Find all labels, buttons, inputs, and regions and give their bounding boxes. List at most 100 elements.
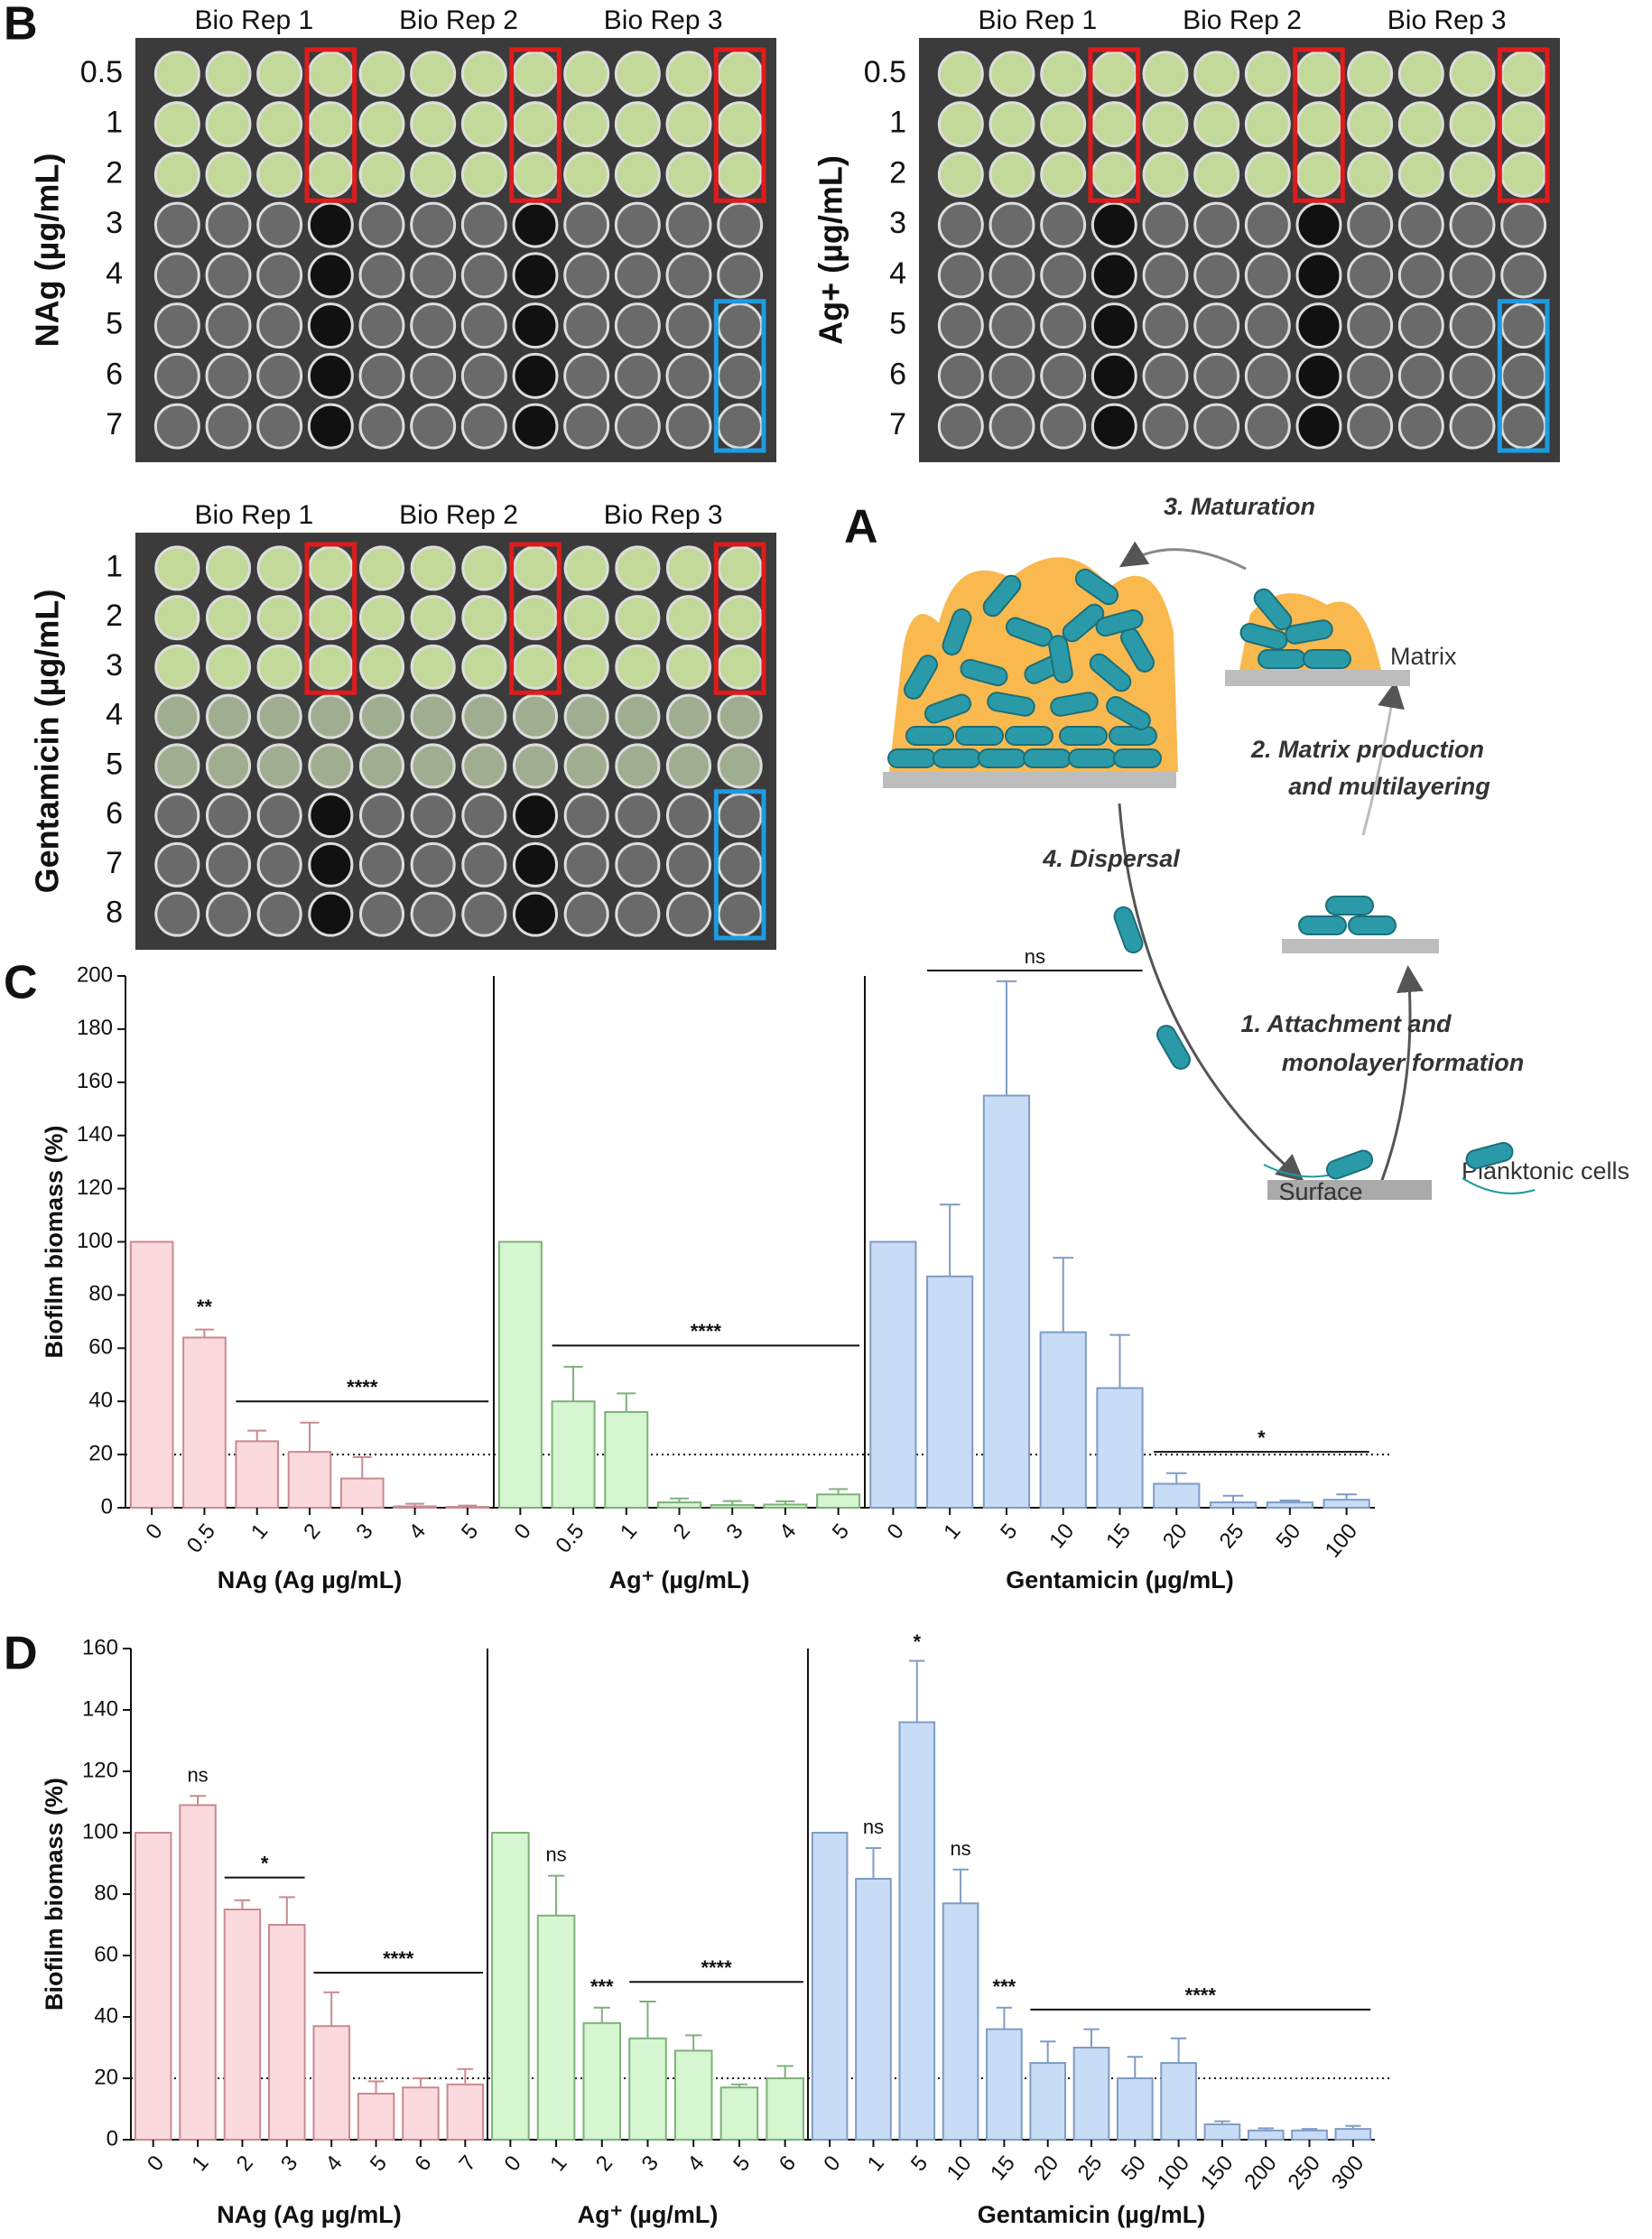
row-label: 7 xyxy=(106,846,123,880)
well xyxy=(665,403,712,450)
well xyxy=(205,403,252,450)
highlight-box xyxy=(1088,47,1141,203)
well xyxy=(615,545,661,591)
x-tick-label: 0 xyxy=(883,1519,909,1545)
well xyxy=(1347,101,1394,148)
highlight-box xyxy=(713,789,766,941)
x-tick-label: 0 xyxy=(143,2151,169,2177)
well xyxy=(1397,101,1444,148)
well xyxy=(665,793,712,839)
well xyxy=(563,545,609,591)
well xyxy=(665,352,712,399)
well xyxy=(1244,403,1291,450)
bacterium xyxy=(1023,748,1072,768)
well xyxy=(1449,101,1496,148)
x-tick-label: 1 xyxy=(863,2151,889,2177)
x-tick-label: 0 xyxy=(510,1519,536,1545)
significance-label: * xyxy=(913,1630,921,1653)
row-label: 6 xyxy=(106,357,123,391)
y-tick-label: 180 xyxy=(77,1016,113,1040)
row-label: 7 xyxy=(889,407,906,441)
row-label: 1 xyxy=(106,549,123,583)
cycle-arrow xyxy=(1118,541,1247,571)
well xyxy=(205,201,252,248)
x-tick-label: 15 xyxy=(1101,1519,1136,1554)
y-tick-label: 40 xyxy=(88,1389,113,1413)
highlight-box xyxy=(304,47,357,203)
well xyxy=(256,644,302,690)
well xyxy=(154,891,200,937)
well xyxy=(1295,201,1342,248)
x-tick-label: 20 xyxy=(1158,1519,1193,1554)
bar xyxy=(445,1506,490,1509)
bacterium xyxy=(1068,748,1117,768)
well xyxy=(937,252,984,299)
well xyxy=(358,793,405,839)
bar xyxy=(1209,1501,1258,1509)
well xyxy=(1040,252,1087,299)
well xyxy=(1449,352,1496,399)
well xyxy=(205,51,252,98)
bar xyxy=(673,2049,713,2141)
well xyxy=(1142,201,1189,248)
well xyxy=(461,743,507,789)
well xyxy=(717,201,764,248)
well xyxy=(410,101,457,148)
well xyxy=(717,743,763,789)
well xyxy=(717,302,764,349)
well xyxy=(1347,51,1394,98)
surface-label: Surface xyxy=(1278,1178,1362,1205)
well xyxy=(1295,51,1342,98)
x-tick-label: 4 xyxy=(320,2151,347,2177)
y-axis-label: Biofilm biomass (%) xyxy=(41,1125,68,1358)
well xyxy=(1244,302,1291,349)
well xyxy=(1449,51,1496,98)
well xyxy=(307,201,354,248)
surface xyxy=(1225,670,1410,686)
significance-label: ns xyxy=(545,1844,566,1866)
well xyxy=(512,403,559,450)
bar xyxy=(357,2093,395,2141)
x-axis-label: Ag⁺ (µg/mL) xyxy=(609,1566,750,1593)
well xyxy=(1091,201,1137,248)
well xyxy=(410,793,456,839)
bar xyxy=(942,1902,979,2141)
x-tick-label: 2 xyxy=(591,2151,617,2177)
well xyxy=(512,644,559,690)
well xyxy=(307,352,354,399)
well xyxy=(358,644,405,690)
well xyxy=(307,302,354,349)
x-axis-label: Gentamicin (µg/mL) xyxy=(978,2201,1206,2228)
well xyxy=(153,101,200,148)
well xyxy=(988,151,1035,198)
well xyxy=(153,151,200,198)
x-tick-label: 25 xyxy=(1073,2151,1108,2186)
well xyxy=(410,891,456,937)
well xyxy=(410,151,457,198)
well xyxy=(308,644,354,690)
step-label: 1. Attachment and xyxy=(1240,1010,1452,1037)
well xyxy=(563,101,610,148)
y-tick-label: 60 xyxy=(88,1335,113,1360)
well xyxy=(256,891,302,937)
column-header: Bio Rep 1 xyxy=(978,5,1097,35)
x-tick-label: 300 xyxy=(1327,2151,1369,2195)
plate-y-label: Ag+ (µg/mL) xyxy=(812,155,849,345)
cycle-arrow xyxy=(1118,803,1304,1182)
y-tick-label: 0 xyxy=(107,2126,118,2151)
bar xyxy=(1266,1501,1313,1509)
well xyxy=(512,302,559,349)
well xyxy=(1040,403,1087,450)
row-label: 7 xyxy=(106,407,123,441)
bar xyxy=(763,1503,808,1509)
row-label: 6 xyxy=(106,796,123,831)
bar xyxy=(710,1504,755,1510)
well xyxy=(988,252,1035,299)
well xyxy=(358,101,405,148)
row-label: 4 xyxy=(106,698,123,732)
well xyxy=(665,302,712,349)
significance-label: *** xyxy=(590,1975,614,1998)
well xyxy=(1193,101,1240,148)
row-label: 6 xyxy=(889,357,906,391)
well xyxy=(205,252,252,299)
